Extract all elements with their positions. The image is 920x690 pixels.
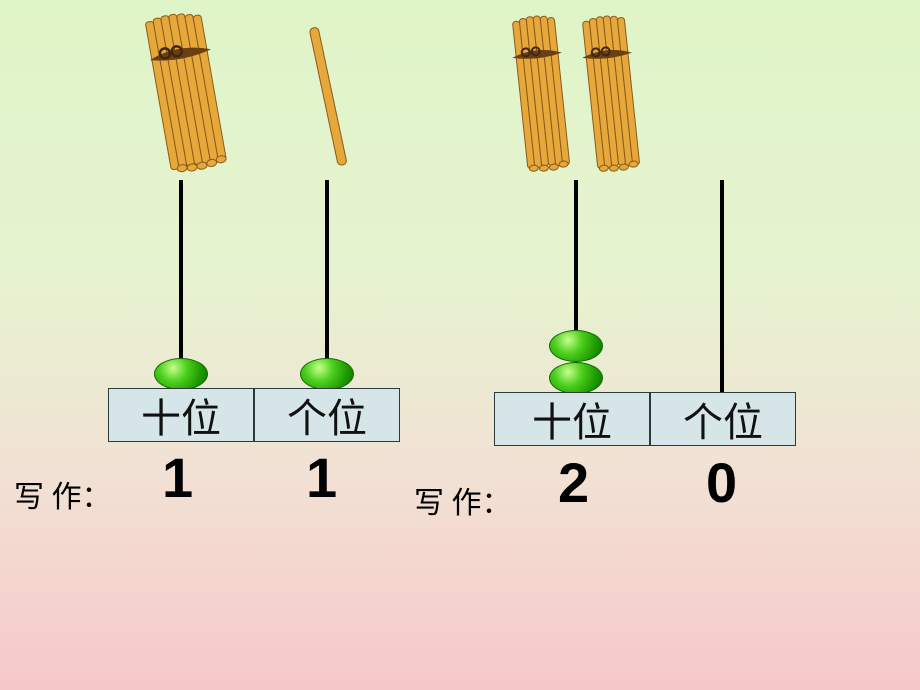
digit-tens: 1 bbox=[162, 445, 193, 510]
write-as-label: 写 作： bbox=[414, 478, 512, 522]
two-bundles-right-tens bbox=[496, 6, 686, 178]
bundle-sticks-left bbox=[128, 6, 248, 178]
place-value-label: 十位 bbox=[532, 390, 612, 448]
place-value-label: 个位 bbox=[287, 386, 367, 444]
single-stick-left-ones bbox=[300, 20, 360, 175]
abacus-rod bbox=[720, 180, 724, 394]
place-value-label: 十位 bbox=[141, 386, 221, 444]
place-value-cell-ones: 个位 bbox=[650, 392, 796, 446]
abacus-bead bbox=[549, 330, 603, 362]
digit-tens: 2 bbox=[558, 450, 589, 515]
place-value-cell-tens: 十位 bbox=[108, 388, 254, 442]
write-as-label: 写 作： bbox=[14, 472, 112, 516]
digit-ones: 1 bbox=[306, 445, 337, 510]
place-value-cell-ones: 个位 bbox=[254, 388, 400, 442]
place-value-cell-tens: 十位 bbox=[494, 392, 650, 446]
place-value-label: 个位 bbox=[683, 390, 763, 448]
digit-ones: 0 bbox=[706, 450, 737, 515]
